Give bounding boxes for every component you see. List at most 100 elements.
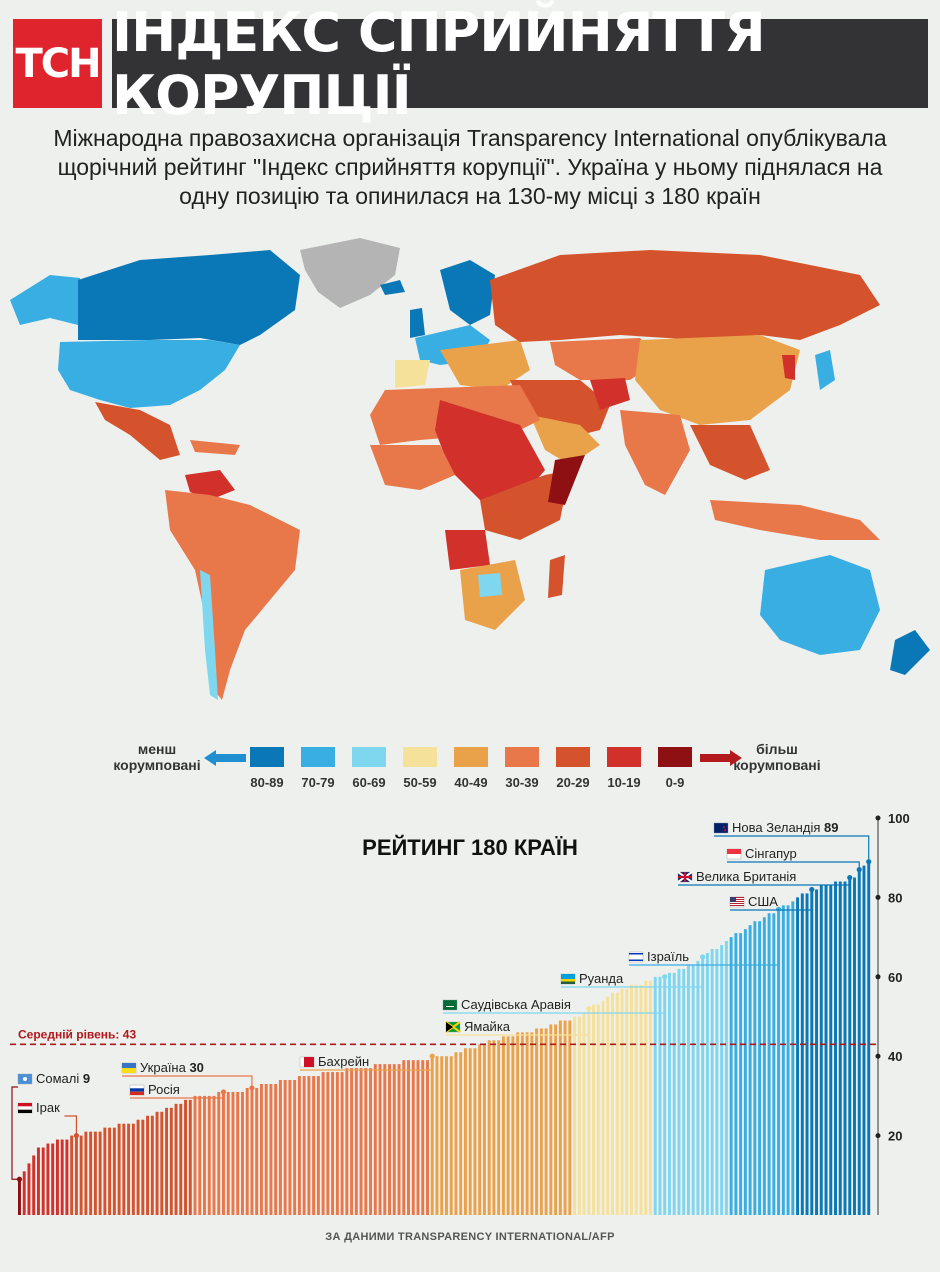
bar (767, 913, 771, 1215)
y-tick-label: 100 (888, 811, 910, 826)
map-region-afghanistan (590, 378, 630, 410)
bar (525, 1032, 529, 1215)
annotation-dot (249, 1085, 255, 1091)
subtitle-line: Міжнародна правозахисна організація Tran… (53, 125, 887, 151)
map-region-new-zealand (890, 630, 930, 675)
annotation-dot (847, 874, 853, 881)
map-region-iceland (380, 280, 405, 295)
legend-swatch (250, 747, 284, 767)
subtitle-line: щорічний рейтинг "Індекс сприйняття кору… (57, 154, 883, 180)
annotation-leader (64, 1115, 78, 1136)
map-region-russia (490, 250, 880, 342)
bar (46, 1143, 50, 1215)
bar (516, 1032, 520, 1215)
bar (445, 1056, 448, 1215)
bar (84, 1131, 88, 1215)
bar (786, 905, 790, 1215)
bar (203, 1095, 206, 1215)
bar (160, 1111, 164, 1215)
annotation-score: 9 (79, 1071, 90, 1086)
bar (369, 1068, 373, 1215)
annotation-leader (11, 1086, 20, 1180)
annotation-country: Велика Британія (696, 869, 796, 884)
bar (739, 933, 743, 1215)
bar (843, 881, 847, 1215)
legend-swatch (454, 747, 488, 767)
bar (407, 1060, 410, 1215)
bar (715, 949, 719, 1215)
annotation-label: Нова Зеландія 89 (732, 820, 838, 835)
bar (255, 1087, 259, 1215)
bar (335, 1072, 339, 1215)
bar (122, 1123, 126, 1215)
annotation-label: Росія (148, 1082, 180, 1097)
annotation-country: Ізраїль (647, 949, 689, 964)
bar (829, 885, 833, 1215)
legend-range-label: 0-9 (665, 775, 685, 790)
bar (478, 1044, 482, 1215)
annotation-dot (809, 886, 815, 893)
y-tick-label: 80 (888, 890, 902, 905)
map-region-north-korea (782, 355, 795, 380)
bar (454, 1052, 458, 1215)
bar (231, 1091, 235, 1215)
map-region-east-africa (480, 470, 570, 540)
map-region-madagascar (548, 555, 565, 598)
bar (127, 1123, 131, 1215)
legend-right-line: більш (756, 741, 798, 757)
map-region-indonesia (710, 500, 880, 540)
bar (625, 988, 629, 1215)
annotation: Ямайка (445, 1005, 592, 1036)
bar (150, 1115, 154, 1215)
bar (772, 913, 776, 1215)
map-region-southeast-asia (690, 425, 770, 480)
bar (492, 1040, 496, 1215)
bar (169, 1107, 173, 1215)
bar (51, 1143, 55, 1215)
bar (748, 925, 752, 1215)
map-region-india (620, 410, 690, 495)
legend-range-label: 60-69 (352, 775, 386, 790)
bar (198, 1095, 202, 1215)
bar (55, 1139, 59, 1215)
bar (411, 1060, 415, 1215)
map-region-west-africa (370, 445, 455, 490)
bar (207, 1095, 211, 1215)
bar (672, 972, 676, 1215)
color-legend: менш корумповані 80-89 70-79 60-69 50-59 40-… (0, 735, 940, 795)
bar (539, 1028, 543, 1215)
legend-range-label: 70-79 (301, 775, 335, 790)
tsn-logo: ТСН (13, 19, 102, 108)
bar (720, 945, 724, 1215)
bar (611, 992, 614, 1215)
annotation-label: Ямайка (464, 1019, 511, 1034)
bar (644, 980, 648, 1215)
bar (563, 1020, 567, 1215)
legend-right-label: більш корумповані (732, 741, 822, 773)
map-region-japan (815, 350, 835, 390)
bar (312, 1076, 316, 1215)
y-tick-dot (875, 815, 881, 821)
map-region-middle-east (510, 380, 610, 440)
bar (634, 984, 638, 1215)
annotation-label: Велика Британія (696, 869, 796, 884)
y-axis: 20 40 60 80 100 (875, 811, 910, 1215)
bar (459, 1052, 463, 1215)
bar (259, 1083, 263, 1215)
legend-range-label: 30-39 (505, 775, 539, 790)
annotation-country: Україна (140, 1060, 187, 1075)
annotation-dot (866, 859, 872, 865)
annotation-leader (300, 1056, 433, 1071)
bar (350, 1068, 354, 1215)
y-tick-dot (875, 1053, 881, 1059)
annotation-dot (73, 1133, 80, 1139)
map-region-alaska (10, 275, 80, 325)
y-tick-label: 20 (888, 1129, 902, 1144)
bar (93, 1131, 97, 1215)
bar (397, 1064, 401, 1215)
bar (691, 964, 695, 1215)
annotation-dot (775, 906, 782, 912)
bar (573, 1016, 577, 1215)
bar (141, 1119, 145, 1215)
map-region-australia (760, 555, 880, 655)
